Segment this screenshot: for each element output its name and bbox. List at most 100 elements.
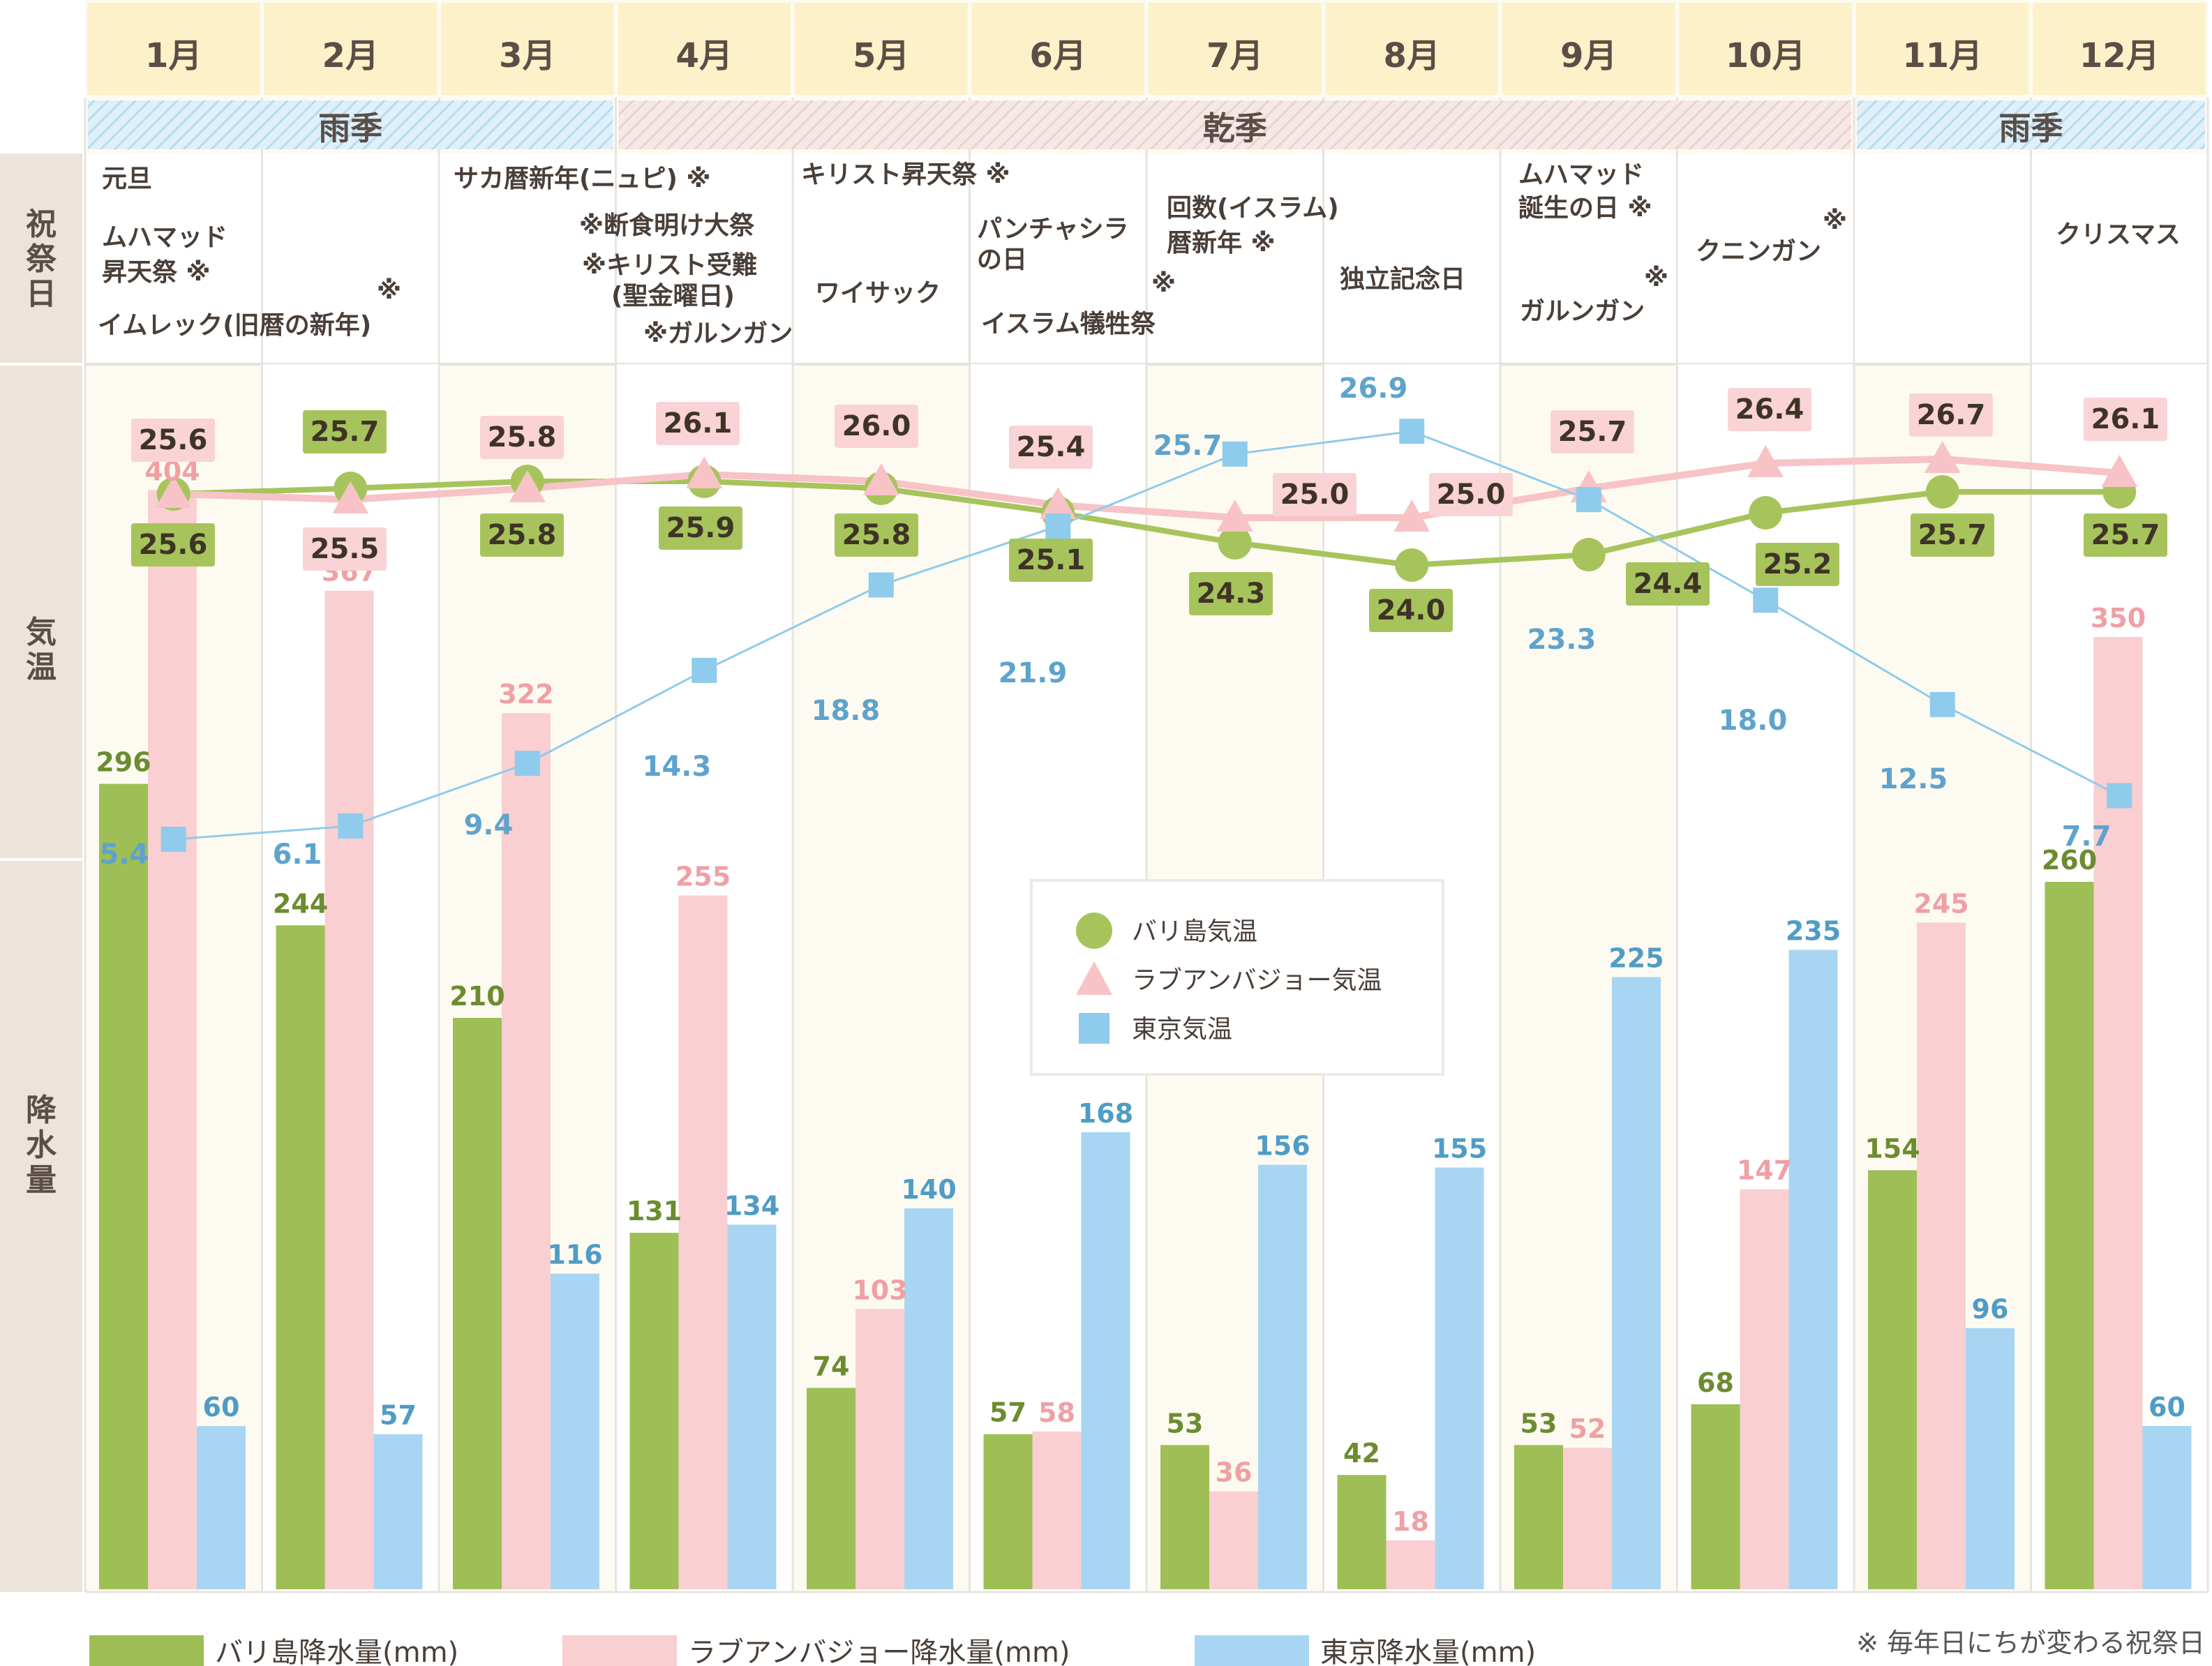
month-header-cell xyxy=(795,3,968,95)
labuan-temp-label: 26.1 xyxy=(2084,398,2167,441)
rainfall-value-label: 58 xyxy=(1038,1397,1075,1428)
rainfall-value-label: 235 xyxy=(1786,916,1841,947)
holiday-label: 誕生の日 ※ xyxy=(1518,194,1652,223)
rainfall-bar-1 xyxy=(1337,1475,1387,1589)
holiday-label: ムハマッド xyxy=(102,223,227,252)
rainfall-bar-3 xyxy=(1258,1164,1307,1589)
rainfall-bar-3 xyxy=(1788,950,1838,1589)
labuan-temp-marker xyxy=(155,476,192,508)
labuan-temp-label: 25.0 xyxy=(1429,473,1513,516)
tokyo-temp-marker xyxy=(692,657,717,683)
svg-text:24.4: 24.4 xyxy=(1634,568,1703,600)
tokyo-temp-label: 5.4 xyxy=(100,839,149,871)
legend-swatch xyxy=(1195,1635,1309,1666)
season-label: 雨季 xyxy=(1999,110,2063,147)
labuan-temp-marker xyxy=(1393,500,1430,532)
labuan-temp-marker xyxy=(1040,487,1077,519)
rainfall-value-label: 36 xyxy=(1216,1457,1253,1488)
svg-text:26.7: 26.7 xyxy=(1917,399,1986,431)
rainfall-bar-2 xyxy=(678,895,728,1589)
month-header-cell xyxy=(264,3,437,95)
legend-swatch xyxy=(562,1635,677,1666)
rainfall-value-label: 244 xyxy=(273,888,328,919)
holiday-label: クリスマス xyxy=(2056,220,2181,249)
rainfall-bar-2 xyxy=(855,1309,904,1589)
rainfall-bar-2 xyxy=(1740,1189,1789,1589)
rainfall-bar-1 xyxy=(983,1434,1033,1589)
bali-temp-marker xyxy=(1395,548,1429,582)
bali-temp-label: 24.3 xyxy=(1189,572,1273,615)
svg-text:温: 温 xyxy=(26,650,57,685)
rainfall-legend: バリ島降水量(mm) ラブアンバジョー降水量(mm) 東京降水量(mm) xyxy=(89,1635,1536,1666)
rainfall-value-label: 131 xyxy=(627,1196,682,1226)
legend-swatch xyxy=(1076,913,1112,949)
season-label: 雨季 xyxy=(318,110,382,147)
holiday-label: ※ xyxy=(1823,207,1847,235)
svg-text:25.8: 25.8 xyxy=(488,519,557,551)
rainfall-value-label: 168 xyxy=(1078,1098,1133,1129)
tokyo-temp-label: 26.9 xyxy=(1339,373,1408,405)
svg-text:25.2: 25.2 xyxy=(1763,548,1832,580)
labuan-temp-marker xyxy=(1747,445,1784,477)
labuan-temp-label: 25.4 xyxy=(1009,426,1093,469)
month-header-label: 6月 xyxy=(1030,36,1086,75)
labuan-temp-marker xyxy=(509,470,546,502)
bali-temp-label: 24.4 xyxy=(1626,562,1710,606)
rainfall-bar-3 xyxy=(1081,1132,1130,1589)
rainfall-bar-1 xyxy=(629,1233,679,1589)
legend-label: ラブアンバジョー気温 xyxy=(1132,966,1382,995)
rainfall-value-label: 60 xyxy=(203,1392,240,1423)
tokyo-temp-marker xyxy=(1929,691,1955,717)
rainfall-value-label: 154 xyxy=(1864,1133,1920,1164)
rainfall-bar-2 xyxy=(148,490,197,1589)
tokyo-temp-marker xyxy=(160,827,186,852)
legend-swatch xyxy=(1076,961,1112,995)
temperature-line-3 xyxy=(173,430,2120,841)
bali-temp-marker xyxy=(1571,538,1606,571)
svg-text:25.1: 25.1 xyxy=(1017,544,1086,576)
rainfall-bar-1 xyxy=(2045,882,2094,1589)
svg-text:降: 降 xyxy=(26,1093,57,1128)
svg-text:25.6: 25.6 xyxy=(139,529,208,561)
bali-temp-label: 25.8 xyxy=(835,513,918,557)
svg-text:25.5: 25.5 xyxy=(311,533,380,565)
svg-text:水: 水 xyxy=(26,1127,57,1163)
svg-text:25.7: 25.7 xyxy=(1918,519,1987,551)
holiday-label: ワイサック xyxy=(815,279,941,308)
svg-text:気: 気 xyxy=(26,615,57,650)
month-header-cell xyxy=(1502,3,1675,95)
footnote: ※ 毎年日にちが変わる祝祭日 xyxy=(1856,1628,2205,1658)
bali-temp-label: 25.7 xyxy=(303,410,387,453)
rainfall-bar-2 xyxy=(1209,1491,1258,1589)
bali-temp-label: 25.7 xyxy=(2084,513,2167,557)
rainfall-value-label: 225 xyxy=(1608,943,1664,974)
tokyo-temp-marker xyxy=(868,572,894,598)
month-header-label: 9月 xyxy=(1560,36,1617,75)
rainfall-bar-3 xyxy=(904,1208,953,1589)
rainfall-bar-2 xyxy=(324,590,374,1590)
rainfall-bar-2 xyxy=(1917,922,1966,1589)
rainfall-value-label: 57 xyxy=(989,1397,1026,1428)
bali-temp-label: 25.1 xyxy=(1009,539,1093,582)
rainfall-value-label: 53 xyxy=(1520,1408,1557,1439)
rainfall-value-label: 255 xyxy=(675,862,731,892)
legend-swatch xyxy=(89,1635,204,1666)
tokyo-temp-marker xyxy=(2107,783,2132,809)
holiday-label: 昇天祭 ※ xyxy=(102,258,211,287)
svg-text:祝: 祝 xyxy=(26,207,57,242)
rainfall-value-label: 140 xyxy=(901,1174,956,1205)
rainfall-bar-3 xyxy=(373,1434,423,1589)
tokyo-temp-label: 25.7 xyxy=(1153,430,1223,462)
season-band: 雨季 xyxy=(88,100,613,149)
holiday-label: ガルンガン xyxy=(1520,297,1645,326)
month-header-label: 12月 xyxy=(2079,36,2160,75)
row-label-rainfall: 降水量 xyxy=(26,1093,57,1198)
month-header-label: 10月 xyxy=(1726,36,1806,75)
rainfall-value-label: 296 xyxy=(96,747,151,778)
holiday-label: イスラム犠牲祭 xyxy=(981,310,1156,338)
rainfall-bar-3 xyxy=(1612,977,1661,1589)
holiday-label: クニンガン xyxy=(1696,237,1821,266)
labuan-temp-label: 25.0 xyxy=(1273,473,1357,516)
